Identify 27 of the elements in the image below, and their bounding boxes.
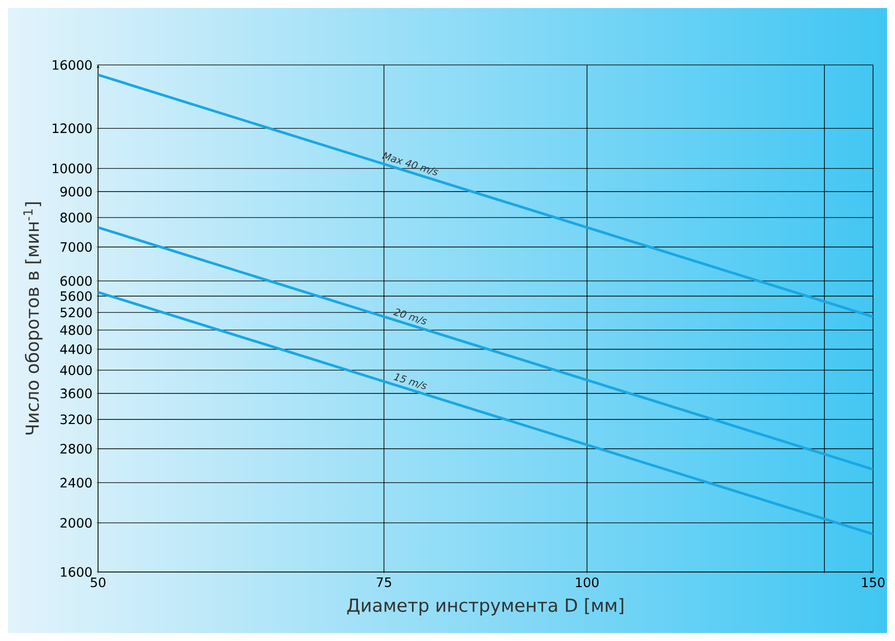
y-tick-label: 10000: [52, 164, 92, 174]
y-tick-label: 2400: [60, 478, 92, 488]
y-tick-label: 6000: [60, 276, 92, 286]
y-tick-label: 4000: [60, 365, 92, 376]
y-tick-label: 9000: [60, 186, 92, 197]
y-tick-label: 2000: [60, 518, 92, 528]
y-tick-label: 12000: [52, 123, 92, 134]
x-tick-label: 100: [576, 577, 599, 588]
x-tick-label: 150: [862, 577, 885, 588]
text: 15 m/s: [394, 373, 428, 390]
y-tick-label: 5600: [60, 291, 92, 302]
y-tick-label: 4400: [60, 344, 92, 354]
y-axis-title: Число оборотов в [мин$^{-1}$]: [23, 202, 42, 435]
text: Max 40 m/s: [382, 152, 438, 176]
x-tick-label: 50: [90, 577, 106, 588]
text: 20 m/s: [393, 308, 428, 324]
y-tick-label: 8000: [60, 212, 92, 222]
y-tick-label: 7000: [60, 242, 92, 252]
y-tick-label: 4800: [60, 325, 92, 335]
y-tick-label: 2800: [60, 444, 92, 454]
y-tick-label: 5200: [60, 308, 92, 318]
y-tick-label: 1600: [61, 567, 92, 577]
y-tick-label: 3200: [60, 414, 92, 424]
y-tick-label: 3600: [60, 388, 92, 398]
x-tick-label: 75: [376, 577, 392, 588]
x-axis-title: Диаметр инструмента D [мм]: [347, 598, 624, 616]
y-tick-label: 16000: [52, 60, 92, 70]
